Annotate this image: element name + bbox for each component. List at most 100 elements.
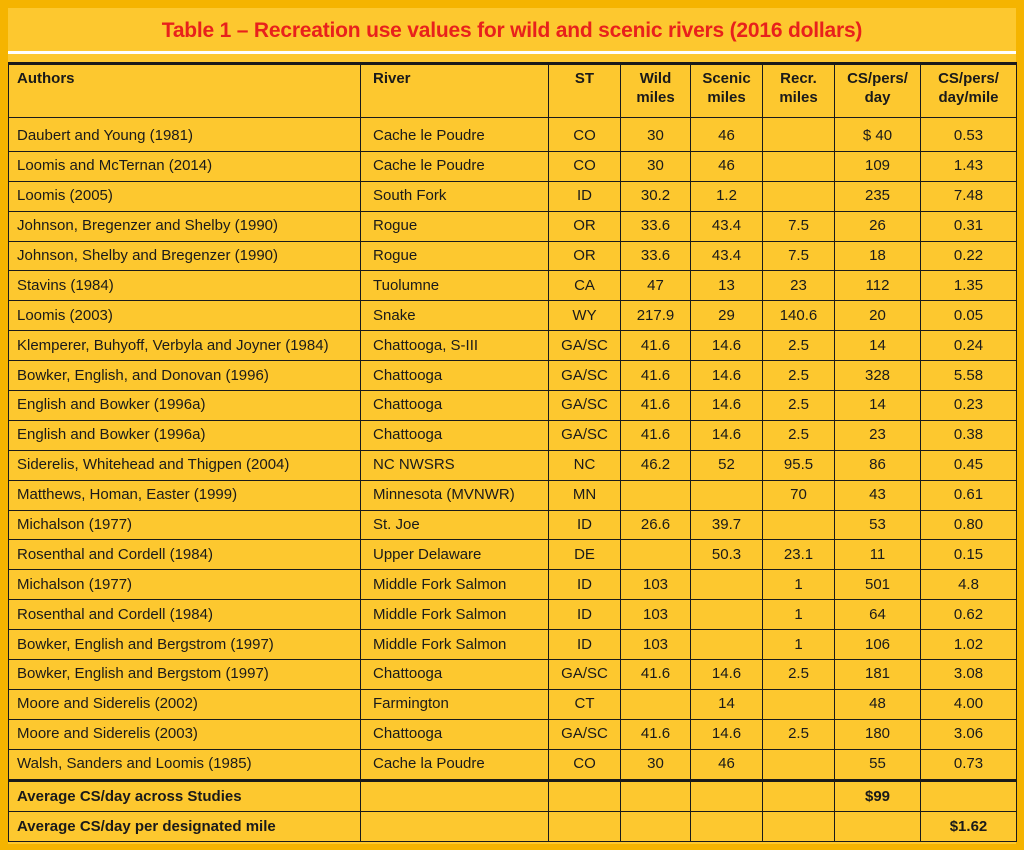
cell-river: Middle Fork Salmon bbox=[360, 629, 549, 661]
cell-scenic-miles: 50.3 bbox=[690, 539, 763, 571]
cell-cs-per-day: 180 bbox=[834, 718, 921, 750]
header-st: ST bbox=[548, 62, 621, 118]
cell-authors: Walsh, Sanders and Loomis (1985) bbox=[8, 748, 361, 781]
table-header: Authors River ST Wild miles Scenic miles R… bbox=[8, 62, 1017, 118]
table-row: Loomis (2005) South Fork ID 30.2 1.2 235 7.48 bbox=[8, 180, 1017, 212]
table-row: Michalson (1977) St. Joe ID 26.6 39.7 53 0.80 bbox=[8, 509, 1017, 541]
cell-river: Middle Fork Salmon bbox=[360, 569, 549, 601]
cell-cs-per-day-mile: 5.58 bbox=[920, 360, 1017, 392]
cell-river: St. Joe bbox=[360, 509, 549, 541]
cell-recr-miles: 2.5 bbox=[762, 419, 835, 451]
cell-wild-miles: 103 bbox=[620, 629, 691, 661]
cell-wild-miles: 41.6 bbox=[620, 419, 691, 451]
table-row: Stavins (1984) Tuolumne CA 47 13 23 112 1.35 bbox=[8, 270, 1017, 302]
table-title: Table 1 – Recreation use values for wild… bbox=[161, 19, 863, 42]
table-row: Siderelis, Whitehead and Thigpen (2004) N… bbox=[8, 449, 1017, 481]
header-recr-miles: Recr. miles bbox=[762, 62, 835, 118]
table-row: English and Bowker (1996a) Chattooga GA/SC… bbox=[8, 390, 1017, 421]
cell-scenic-miles: 13 bbox=[690, 270, 763, 302]
cell-recr-miles: 2.5 bbox=[762, 659, 835, 690]
title-divider bbox=[8, 51, 1016, 54]
cell-scenic-miles bbox=[690, 599, 763, 631]
cell-cs-per-day-mile: 7.48 bbox=[920, 180, 1017, 212]
cell-scenic-miles: 14.6 bbox=[690, 659, 763, 690]
cell-wild-miles bbox=[620, 539, 691, 571]
table-row: Michalson (1977) Middle Fork Salmon ID 103 1… bbox=[8, 569, 1017, 601]
cell-river: Chattooga bbox=[360, 718, 549, 750]
cell-cs-per-day: 48 bbox=[834, 688, 921, 720]
cell-scenic-miles: 29 bbox=[690, 300, 763, 332]
table-row: Rosenthal and Cordell (1984) Upper Delawa… bbox=[8, 539, 1017, 571]
cell-cs-per-day-mile: 0.73 bbox=[920, 748, 1017, 781]
cell-river: Rogue bbox=[360, 240, 549, 272]
cell-wild-miles: 41.6 bbox=[620, 390, 691, 421]
cell-scenic-miles bbox=[690, 569, 763, 601]
table-row: Loomis and McTernan (2014) Cache le Poudr… bbox=[8, 150, 1017, 182]
cell-state: CO bbox=[548, 117, 621, 152]
cell-recr-miles: 23.1 bbox=[762, 539, 835, 571]
cell-scenic-miles: 14 bbox=[690, 688, 763, 720]
cell-cs-per-day: 181 bbox=[834, 659, 921, 690]
cell-authors: Stavins (1984) bbox=[8, 270, 361, 302]
cell-cs-per-day: 18 bbox=[834, 240, 921, 272]
cell-river: Middle Fork Salmon bbox=[360, 599, 549, 631]
cell-state: GA/SC bbox=[548, 360, 621, 392]
cell-river: South Fork bbox=[360, 180, 549, 212]
cell-cs-per-day: 328 bbox=[834, 360, 921, 392]
cell-cs-per-day-mile: 3.06 bbox=[920, 718, 1017, 750]
cell-state: OR bbox=[548, 240, 621, 272]
cell-wild-miles: 30 bbox=[620, 150, 691, 182]
cell-authors: English and Bowker (1996a) bbox=[8, 419, 361, 451]
table-row: Bowker, English and Bergstom (1997) Chatt… bbox=[8, 659, 1017, 690]
cell-recr-miles: 2.5 bbox=[762, 330, 835, 362]
cell-scenic-miles bbox=[690, 479, 763, 511]
cell-state: GA/SC bbox=[548, 659, 621, 690]
cell-cs-per-day: 55 bbox=[834, 748, 921, 781]
cell-state: GA/SC bbox=[548, 718, 621, 750]
cell-cs-per-day: 26 bbox=[834, 210, 921, 242]
cell-recr-miles: 1 bbox=[762, 569, 835, 601]
cell-wild-miles: 33.6 bbox=[620, 240, 691, 272]
cell-state: CT bbox=[548, 688, 621, 720]
cell-authors: Johnson, Bregenzer and Shelby (1990) bbox=[8, 210, 361, 242]
cell-state: MN bbox=[548, 479, 621, 511]
header-river: River bbox=[360, 62, 549, 118]
cell-cs-per-day: 43 bbox=[834, 479, 921, 511]
cell-river: Chattooga bbox=[360, 659, 549, 690]
cell-cs-per-day-mile: 0.45 bbox=[920, 449, 1017, 481]
cell-authors: Moore and Siderelis (2002) bbox=[8, 688, 361, 720]
cell-authors: Bowker, English and Bergstrom (1997) bbox=[8, 629, 361, 661]
cell-cs-per-day-mile: 0.61 bbox=[920, 479, 1017, 511]
cell-cs-per-day-mile: 1.35 bbox=[920, 270, 1017, 302]
cell-recr-miles: 95.5 bbox=[762, 449, 835, 481]
cell-scenic-miles: 43.4 bbox=[690, 210, 763, 242]
cell-cs-per-day: 86 bbox=[834, 449, 921, 481]
cell-scenic-miles: 14.6 bbox=[690, 330, 763, 362]
avg-day-label: Average CS/day across Studies bbox=[8, 778, 361, 812]
cell-wild-miles: 41.6 bbox=[620, 659, 691, 690]
cell-river: Cache le Poudre bbox=[360, 150, 549, 182]
cell-scenic-miles bbox=[690, 629, 763, 661]
cell-cs-per-day-mile: 0.23 bbox=[920, 390, 1017, 421]
cell-cs-per-day-mile: 0.53 bbox=[920, 117, 1017, 152]
cell-wild-miles: 103 bbox=[620, 569, 691, 601]
cell-cs-per-day: 14 bbox=[834, 390, 921, 421]
cell-authors: Moore and Siderelis (2003) bbox=[8, 718, 361, 750]
table-row: Moore and Siderelis (2002) Farmington CT 14… bbox=[8, 688, 1017, 720]
cell-state: DE bbox=[548, 539, 621, 571]
footer-row-avg-mile: Average CS/day per designated mile $1.62 bbox=[8, 810, 1017, 842]
cell-cs-per-day-mile: 0.22 bbox=[920, 240, 1017, 272]
cell-cs-per-day: $ 40 bbox=[834, 117, 921, 152]
recreation-values-table: Authors River ST Wild miles Scenic miles R… bbox=[8, 62, 1017, 842]
cell-river: Farmington bbox=[360, 688, 549, 720]
cell-wild-miles bbox=[620, 479, 691, 511]
cell-state: OR bbox=[548, 210, 621, 242]
cell-scenic-miles: 1.2 bbox=[690, 180, 763, 212]
cell-state: GA/SC bbox=[548, 330, 621, 362]
cell-state: ID bbox=[548, 509, 621, 541]
cell-authors: Bowker, English, and Donovan (1996) bbox=[8, 360, 361, 392]
cell-wild-miles: 30 bbox=[620, 117, 691, 152]
table-body: Daubert and Young (1981) Cache le Poudre C… bbox=[8, 117, 1017, 781]
cell-cs-per-day-mile: 0.24 bbox=[920, 330, 1017, 362]
cell-cs-per-day-mile: 0.05 bbox=[920, 300, 1017, 332]
